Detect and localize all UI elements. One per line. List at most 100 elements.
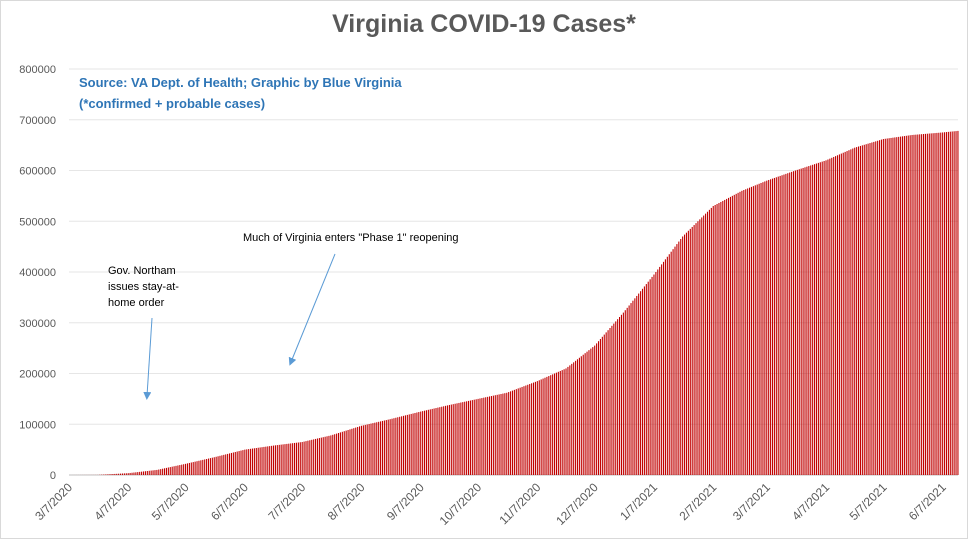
bar (387, 419, 389, 475)
bar (823, 160, 825, 475)
bar (477, 398, 479, 475)
x-axis-ticks: 3/7/2020 4/7/2020 5/7/2020 6/7/2020 7/7/2020… (32, 480, 949, 528)
bar (433, 408, 435, 475)
bar (225, 454, 227, 475)
bar (177, 465, 179, 475)
bar (741, 190, 743, 476)
bar (552, 374, 554, 475)
bar (791, 171, 793, 475)
bar (756, 184, 758, 476)
bar (582, 354, 584, 475)
bar (406, 414, 408, 475)
bar (490, 396, 493, 475)
bar (555, 372, 558, 475)
bar (827, 159, 829, 476)
bar (857, 146, 860, 476)
bar (259, 447, 261, 475)
bar (416, 412, 418, 475)
bar (729, 196, 731, 475)
bar (894, 137, 896, 475)
bar (569, 365, 571, 475)
bar (678, 241, 680, 475)
bar (831, 157, 833, 475)
bar (942, 132, 944, 475)
bar (622, 312, 624, 475)
bar (469, 400, 471, 475)
bar (733, 194, 735, 476)
bar (532, 382, 535, 475)
bar (657, 269, 659, 475)
bar (919, 134, 921, 475)
bar (439, 407, 441, 475)
bar (875, 141, 877, 475)
y-axis-ticks: 0 100000 200000 300000 400000 500000 600000 700… (19, 64, 56, 482)
bar (859, 145, 861, 475)
bar (607, 330, 609, 475)
bar (485, 397, 487, 475)
y-tick-label: 300000 (19, 318, 56, 330)
bar (349, 429, 351, 475)
y-tick-label: 700000 (19, 115, 56, 127)
bar (699, 219, 701, 475)
x-tick-label: 4/7/2021 (789, 480, 832, 523)
bar (372, 423, 374, 475)
bar (318, 438, 320, 475)
bar (890, 137, 892, 475)
x-tick-label: 3/7/2021 (730, 480, 773, 523)
y-tick-label: 0 (50, 470, 56, 482)
bar (292, 443, 294, 475)
bar (940, 132, 942, 475)
bar (796, 169, 798, 475)
bar (835, 156, 837, 475)
bar (754, 185, 756, 476)
bar (903, 136, 905, 475)
bar (842, 152, 844, 476)
bar (206, 458, 208, 475)
bar (869, 143, 871, 476)
bar (735, 193, 737, 475)
bar (135, 472, 137, 475)
bar (250, 448, 252, 475)
bar (680, 239, 682, 475)
bar (554, 373, 556, 475)
bar (697, 221, 699, 475)
bar (609, 327, 611, 475)
x-tick-label: 9/7/2020 (384, 480, 427, 523)
bar (269, 446, 271, 475)
bar (467, 400, 470, 475)
bar (594, 345, 596, 475)
bar (305, 441, 307, 475)
bar (144, 471, 146, 475)
bar (429, 409, 431, 475)
bar (410, 413, 412, 475)
bar (863, 144, 865, 475)
bar (137, 472, 139, 475)
bar (689, 228, 691, 475)
bar (632, 300, 634, 475)
bar (240, 450, 242, 475)
bar (152, 470, 154, 475)
bar (779, 175, 781, 475)
bar (311, 439, 313, 475)
bar (898, 136, 900, 475)
bar (221, 455, 223, 475)
bar (825, 160, 827, 475)
bar (370, 423, 372, 475)
arrow-phase1 (288, 253, 336, 366)
bar (661, 264, 663, 475)
bar (804, 167, 806, 475)
bar (550, 375, 552, 475)
bar (806, 166, 808, 475)
bar (947, 131, 949, 475)
bar (771, 178, 774, 475)
bar (401, 416, 403, 475)
bar (651, 276, 653, 475)
bar (489, 396, 491, 475)
bar (634, 298, 636, 475)
bar (452, 404, 454, 475)
bar (173, 466, 175, 475)
bar (202, 459, 204, 475)
bar (288, 443, 290, 475)
bar (852, 148, 854, 475)
bar (471, 400, 473, 475)
